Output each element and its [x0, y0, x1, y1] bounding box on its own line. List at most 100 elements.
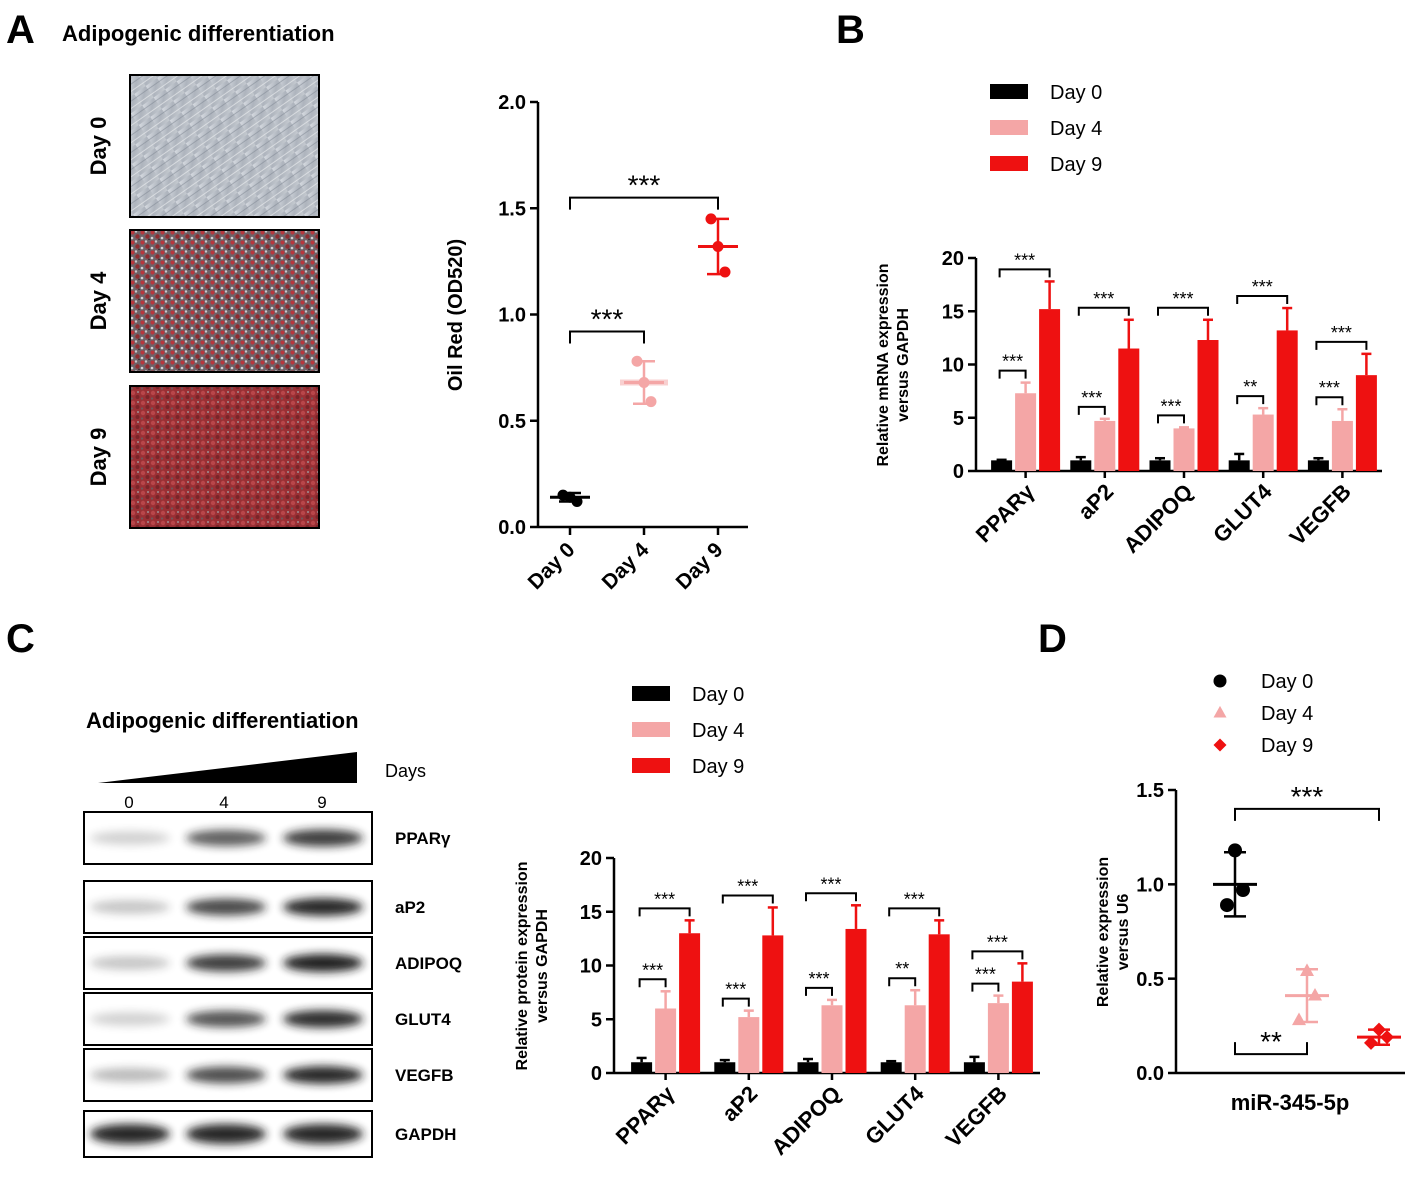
- blot-band: [283, 1124, 363, 1144]
- mir-legend-label: Day 4: [1261, 703, 1313, 725]
- oil-red-point: [631, 355, 643, 367]
- protein-sig-low-bracket: [888, 977, 917, 987]
- blot-label: GAPDH: [395, 1125, 456, 1144]
- oil-red-point: [705, 213, 717, 225]
- micrograph-label-day0: Day 0: [86, 117, 111, 176]
- protein-legend-swatch: [632, 686, 670, 701]
- protein-sig-high-label: ***: [987, 932, 1008, 952]
- oil-red-point: [571, 496, 583, 507]
- blot-band: [186, 898, 266, 916]
- oil-red-sig-label: ***: [591, 304, 624, 335]
- mir-point: [1308, 987, 1322, 1001]
- protein-sig-low-bracket: [971, 982, 1000, 992]
- protein-bar: [655, 1008, 677, 1073]
- panel-label-b: B: [836, 8, 865, 52]
- protein-legend-swatch: [632, 758, 670, 773]
- mrna-x-tick-label: PPARγ: [971, 478, 1040, 547]
- day-tick-9: 9: [317, 793, 326, 812]
- mrna-bar: [1307, 460, 1329, 471]
- mrna-bar: [1118, 348, 1140, 471]
- panel-label-a: A: [6, 8, 35, 52]
- mrna-sig-low-bracket: [998, 369, 1027, 379]
- blot-band: [90, 1068, 170, 1082]
- oil-red-sig-label: ***: [628, 170, 661, 201]
- mrna-bar: [1252, 414, 1274, 471]
- protein-y-tick-label: 10: [580, 956, 602, 978]
- protein-x-tick-label: aP2: [717, 1081, 762, 1126]
- blot-band: [186, 829, 266, 847]
- protein-y-axis-label-line2: versus GAPDH: [534, 909, 551, 1023]
- mrna-y-axis-label: Relative mRNA expression: [875, 263, 892, 466]
- oil-red-y-axis-label: Oil Red (OD520): [445, 239, 467, 391]
- protein-sig-low-label: ***: [642, 960, 663, 980]
- oil-red-point: [645, 396, 657, 408]
- mrna-bar: [1149, 460, 1171, 471]
- protein-bar: [845, 928, 867, 1073]
- blot-band: [90, 1124, 170, 1144]
- oil-red-x-tick-label: Day 9: [672, 538, 728, 594]
- days-gradient-wedge: [98, 752, 357, 783]
- protein-sig-high-bracket: [888, 907, 941, 917]
- panel-a-micrographs: Adipogenic differentiation Day 0 Day 4 D…: [62, 21, 335, 529]
- chart-mrna-expression: 0 5 10 15 20 Relative mRNA expression versus G…: [875, 82, 1382, 558]
- oil-red-y-tick-label: 1.0: [498, 305, 526, 327]
- mrna-y-tick-label: 10: [942, 355, 964, 377]
- mrna-x-tick-label: VEGFB: [1285, 479, 1356, 550]
- mrna-y-axis-label-line2: versus GAPDH: [895, 308, 912, 422]
- protein-bar: [928, 934, 950, 1073]
- mrna-sig-low-label: ***: [1002, 352, 1023, 372]
- protein-sig-high-bracket: [721, 894, 774, 904]
- mrna-sig-low-bracket: [1077, 405, 1106, 415]
- protein-legend-label: Day 4: [692, 720, 744, 742]
- mrna-sig-low-label: ***: [1319, 378, 1340, 398]
- mir-y-tick-label: 0.5: [1136, 969, 1164, 991]
- mrna-sig-high-label: ***: [1093, 289, 1114, 309]
- protein-sig-low-bracket: [638, 978, 667, 988]
- panel-label-c: C: [6, 617, 35, 661]
- mrna-y-tick-label: 15: [942, 301, 964, 323]
- oil-red-point: [638, 377, 650, 388]
- mrna-legend-swatch: [990, 84, 1028, 99]
- oil-red-x-tick-label: Day 4: [598, 538, 654, 594]
- blot-band: [186, 1066, 266, 1084]
- mrna-sig-low-bracket: [1236, 395, 1265, 405]
- mir-point: [1372, 1022, 1386, 1037]
- protein-sig-high-bracket: [638, 907, 691, 917]
- blot-band: [186, 1124, 266, 1144]
- mir-y-tick-label: 1.5: [1136, 780, 1164, 802]
- blot-label: GLUT4: [395, 1010, 451, 1029]
- oil-red-y-tick-label: 2.0: [498, 92, 526, 114]
- blot-band: [186, 1010, 266, 1028]
- micrograph-label-day9: Day 9: [86, 428, 111, 487]
- mir-legend-label: Day 9: [1261, 735, 1313, 757]
- blot-band: [90, 900, 170, 914]
- protein-bar: [679, 933, 701, 1073]
- blot-band: [90, 1012, 170, 1026]
- mrna-legend-label: Day 9: [1050, 154, 1102, 176]
- protein-bar: [880, 1062, 902, 1073]
- mir-point: [1228, 843, 1242, 858]
- mrna-sig-low-label: ***: [1160, 396, 1181, 416]
- mrna-sig-low-bracket: [1315, 396, 1344, 406]
- protein-sig-low-label: **: [895, 959, 909, 979]
- chart-protein-expression: 0 5 10 15 20 Relative protein expression versu…: [514, 684, 1040, 1160]
- mrna-y-tick-label: 20: [942, 248, 964, 270]
- mir-legend-marker: [1213, 738, 1227, 752]
- mrna-legend-swatch: [990, 120, 1028, 135]
- protein-sig-high-label: ***: [737, 876, 758, 896]
- blot-band: [283, 1010, 363, 1028]
- protein-bar: [904, 1005, 926, 1073]
- mrna-sig-high-bracket: [1157, 306, 1209, 316]
- blot-band: [283, 829, 363, 847]
- mir-sig-low-label: **: [1260, 1026, 1282, 1057]
- mrna-bar: [1070, 460, 1092, 471]
- protein-legend-label: Day 9: [692, 756, 744, 778]
- mir-y-tick-label: 0.0: [1136, 1063, 1164, 1085]
- mir-legend-label: Day 0: [1261, 671, 1313, 693]
- mrna-sig-high-bracket: [1077, 306, 1130, 316]
- protein-bar: [631, 1062, 653, 1073]
- protein-bar: [762, 935, 784, 1073]
- days-label: Days: [385, 761, 426, 781]
- blot-band: [283, 1066, 363, 1084]
